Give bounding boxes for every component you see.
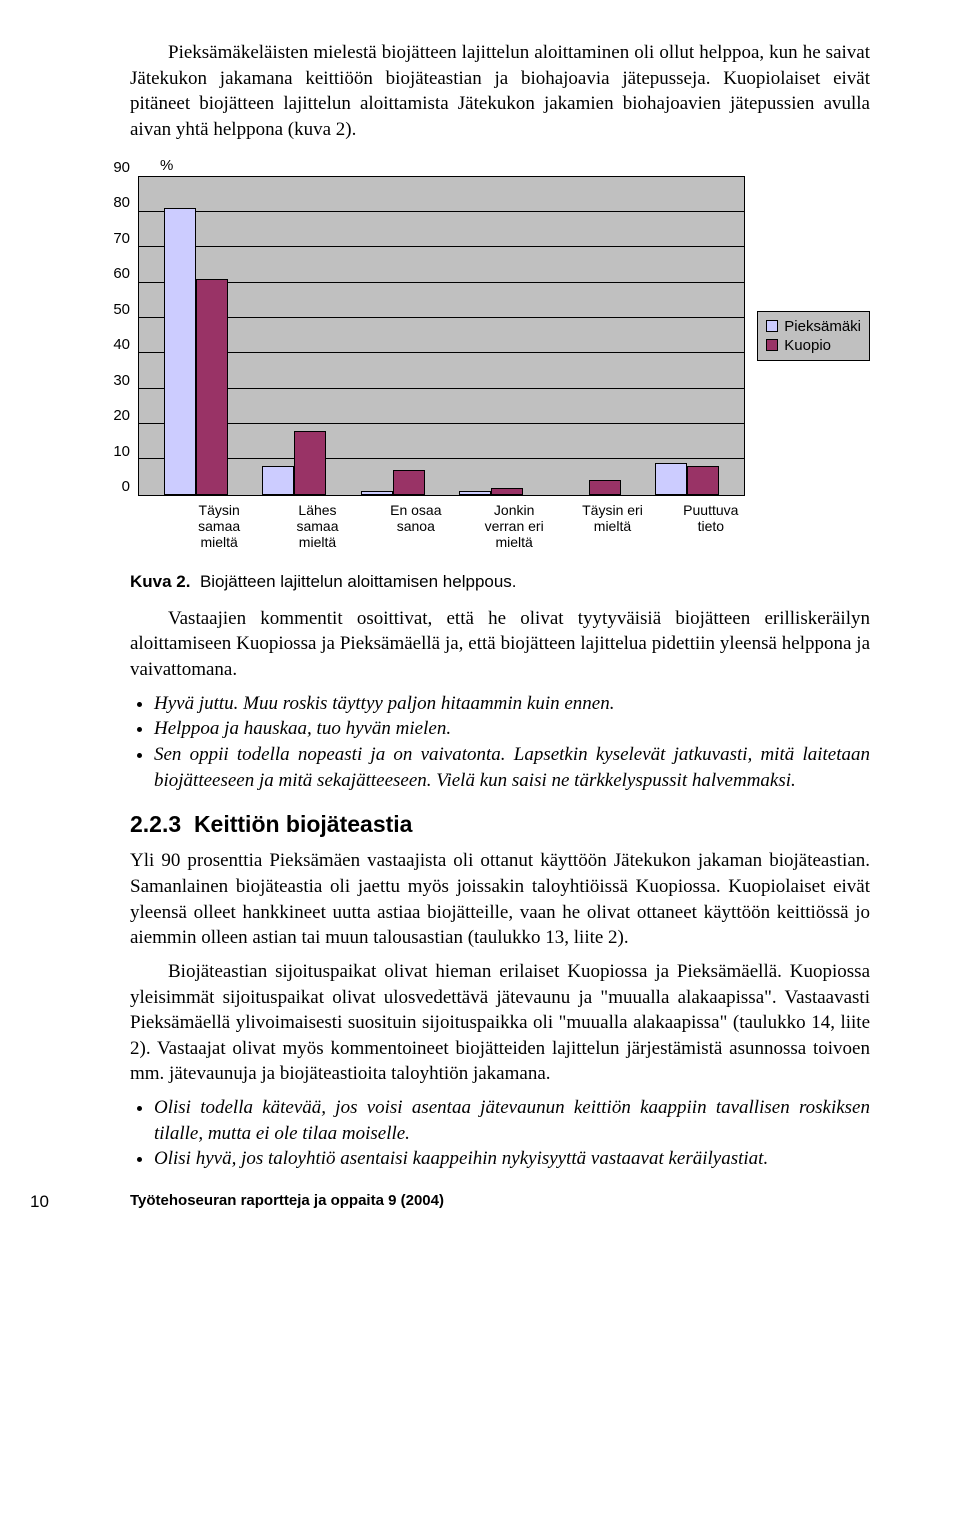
section-title: Keittiön biojäteastia: [194, 811, 413, 837]
bar: [655, 463, 687, 495]
page-number: 10: [30, 1192, 49, 1212]
footer-text: Työtehoseuran raportteja ja oppaita 9 (2…: [130, 1192, 444, 1209]
legend-label: Kuopio: [784, 337, 831, 354]
body-paragraph: Vastaajien kommentit osoittivat, että he…: [130, 606, 870, 683]
list-item: Hyvä juttu. Muu roskis täyttyy paljon hi…: [154, 691, 870, 717]
section-heading: 2.2.3 Keittiön biojäteastia: [130, 811, 870, 838]
bar: [393, 470, 425, 495]
bullet-list-1: Hyvä juttu. Muu roskis täyttyy paljon hi…: [130, 691, 870, 794]
bar-group: [459, 488, 523, 495]
section-paragraph-2: Biojäteastian sijoituspaikat olivat hiem…: [130, 959, 870, 1087]
x-label: Täysin erimieltä: [577, 502, 647, 550]
legend-swatch: [766, 320, 778, 332]
legend: Pieksämäki Kuopio: [757, 311, 870, 361]
section-number: 2.2.3: [130, 811, 181, 837]
bullet-list-2: Olisi todella kätevää, jos voisi asentaa…: [130, 1095, 870, 1172]
x-label: En osaasanoa: [381, 502, 451, 550]
bar: [262, 466, 294, 494]
y-axis-unit: %: [160, 157, 870, 174]
x-label: Puuttuvatieto: [676, 502, 746, 550]
bar: [589, 480, 621, 494]
bar: [164, 208, 196, 494]
bar-group: [262, 431, 326, 495]
caption-label: Kuva 2.: [130, 572, 190, 591]
y-axis: 9080706050403020100: [130, 176, 138, 496]
list-item: Sen oppii todella nopeasti ja on vaivato…: [154, 742, 870, 793]
bar: [687, 466, 719, 494]
section-paragraph-1: Yli 90 prosenttia Pieksämäen vastaajista…: [130, 848, 870, 951]
list-item: Helppoa ja hauskaa, tuo hyvän mielen.: [154, 716, 870, 742]
bar-group: [557, 480, 621, 494]
x-label: Täysinsamaa mieltä: [184, 502, 254, 550]
legend-label: Pieksämäki: [784, 318, 861, 335]
bar: [196, 279, 228, 495]
list-item: Olisi hyvä, jos taloyhtiö asentaisi kaap…: [154, 1146, 870, 1172]
bar-group: [655, 463, 719, 495]
chart-kuva-2: % 9080706050403020100 Pieksämäki Kuopio T…: [130, 155, 870, 554]
bar-group: [361, 470, 425, 495]
page-footer: 10 Työtehoseuran raportteja ja oppaita 9…: [130, 1192, 870, 1209]
plot-area: [138, 176, 745, 496]
bar: [459, 491, 491, 495]
x-label: Jonkinverran erimieltä: [479, 502, 549, 550]
x-axis: Täysinsamaa mieltä Lähessamaa mieltä En os…: [170, 502, 760, 550]
legend-row: Pieksämäki: [766, 318, 861, 335]
bar: [294, 431, 326, 495]
bar-group: [164, 208, 228, 494]
bar: [491, 488, 523, 495]
list-item: Olisi todella kätevää, jos voisi asentaa…: [154, 1095, 870, 1146]
caption-text: Biojätteen lajittelun aloittamisen helpp…: [200, 572, 517, 591]
bar: [361, 491, 393, 495]
legend-row: Kuopio: [766, 337, 861, 354]
legend-swatch: [766, 339, 778, 351]
x-label: Lähessamaa mieltä: [282, 502, 352, 550]
intro-paragraph: Pieksämäkeläisten mielestä biojätteen la…: [130, 40, 870, 143]
figure-caption: Kuva 2. Biojätteen lajittelun aloittamis…: [130, 572, 870, 592]
